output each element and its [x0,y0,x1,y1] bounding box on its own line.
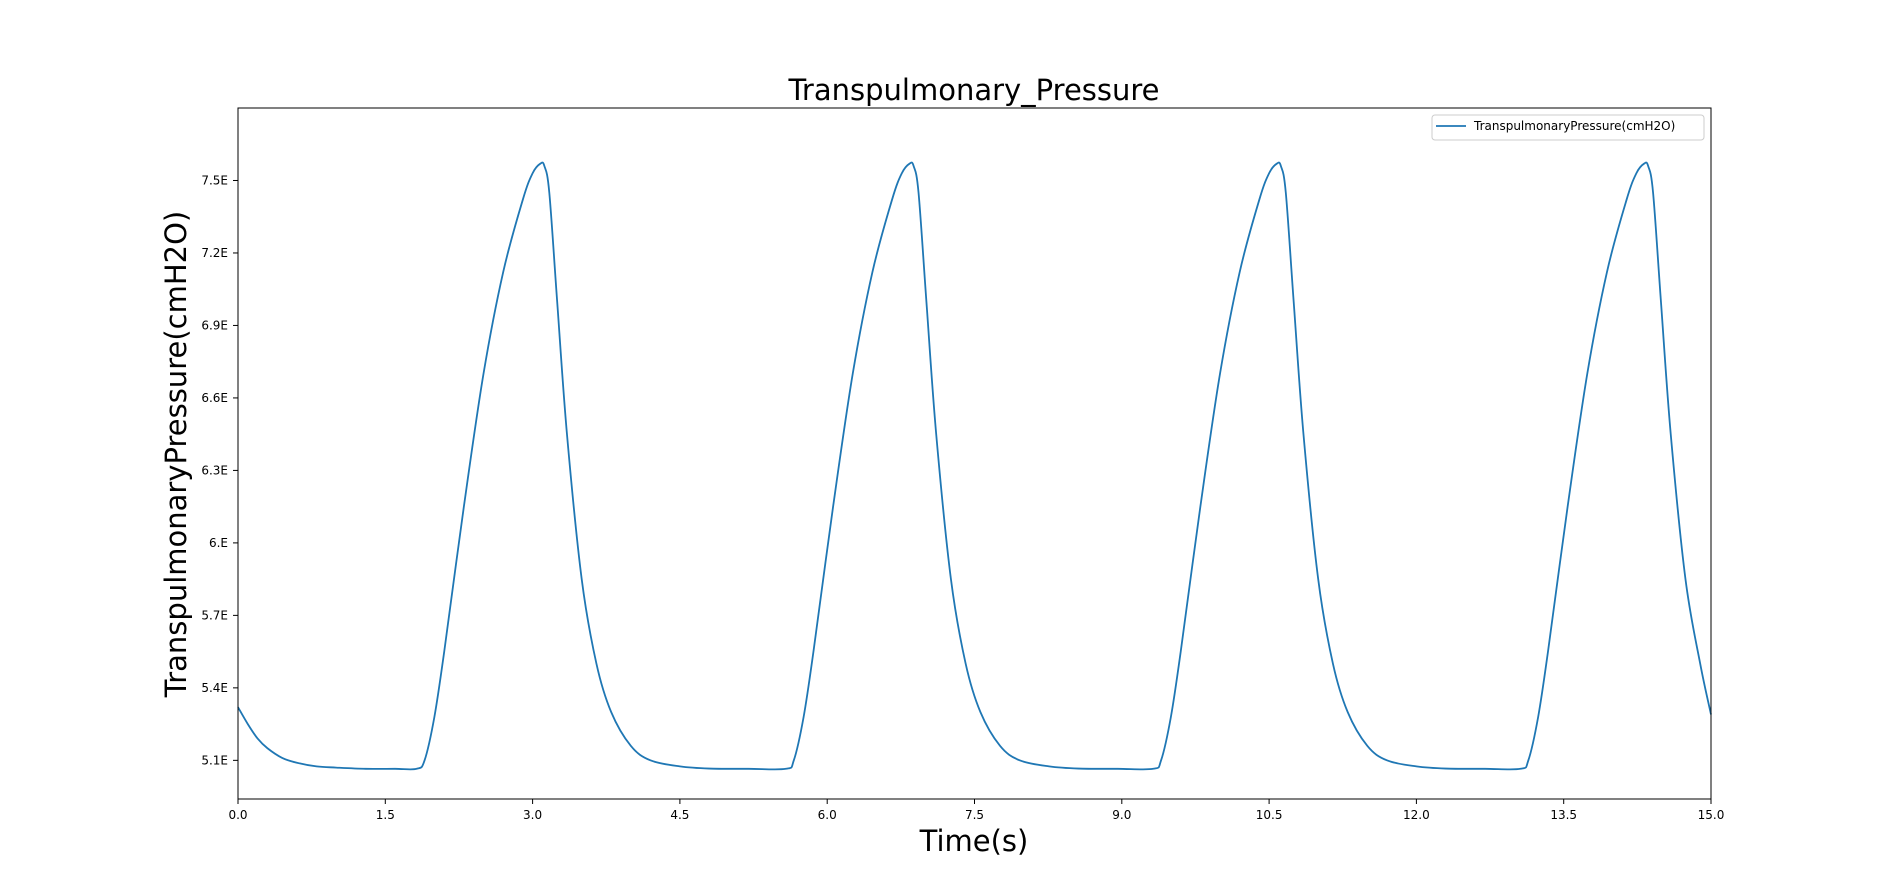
y-tick-label: 6.E [209,536,228,550]
legend-box [1431,114,1705,141]
y-tick-label: 6.9E [201,318,228,332]
x-axis-label: Time(s) [919,824,1029,858]
y-tick-label: 5.7E [201,608,228,622]
x-tick-label: 4.5 [670,808,689,822]
y-tick-label: 5.1E [201,753,228,767]
y-tick-label: 7.5E [201,173,228,187]
x-tick-label: 1.5 [376,808,395,822]
x-tick-label: 13.5 [1550,808,1577,822]
y-tick-label: 7.2E [201,246,228,260]
y-tick-label: 5.4E [201,681,228,695]
x-tick-label: 6.0 [818,808,837,822]
x-tick-label: 0.0 [228,808,247,822]
x-tick-label: 15.0 [1698,808,1725,822]
legend-entry-label: TranspulmonaryPressure(cmH2O) [1473,119,1675,133]
x-tick-label: 10.5 [1256,808,1283,822]
x-axis: 0.0 1.5 3.0 4.5 6.0 7.5 9.0 10.5 12.0 13.5 15.0 [228,799,1724,822]
chart-title: Transpulmonary_Pressure [787,73,1159,107]
y-axis-label: TranspulmonaryPressure(cmH2O) [159,211,193,698]
y-axis: 5.1E 5.4E 5.7E 6.E 6.3E 6.6E 6.9E 7.2E 7.5E [201,173,238,767]
legend: TranspulmonaryPressure(cmH2O) [1431,114,1705,141]
y-tick-label: 6.3E [201,463,228,477]
x-tick-label: 3.0 [523,808,542,822]
series-line [237,161,1712,771]
plot-area-frame [237,107,1712,800]
x-tick-label: 12.0 [1403,808,1430,822]
y-tick-label: 6.6E [201,391,228,405]
x-tick-label: 9.0 [1112,808,1131,822]
x-tick-label: 7.5 [965,808,984,822]
